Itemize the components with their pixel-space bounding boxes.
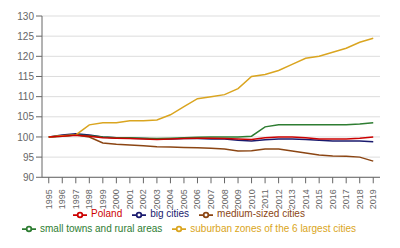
svg-text:2009: 2009 bbox=[233, 189, 243, 209]
svg-text:90: 90 bbox=[23, 172, 35, 183]
svg-text:1995: 1995 bbox=[44, 189, 54, 209]
html-text:big cities: big cities bbox=[150, 208, 190, 220]
svg-text:2018: 2018 bbox=[355, 189, 365, 209]
svg-text:2013: 2013 bbox=[287, 189, 297, 209]
svg-text:2012: 2012 bbox=[274, 189, 284, 209]
svg-text:2017: 2017 bbox=[341, 189, 351, 209]
svg-text:2010: 2010 bbox=[247, 189, 257, 209]
svg-text:1998: 1998 bbox=[84, 189, 94, 209]
svg-text:100: 100 bbox=[17, 132, 34, 143]
svg-text:115: 115 bbox=[18, 71, 34, 82]
html-text:Poland: Poland bbox=[91, 208, 123, 220]
svg-text:1996: 1996 bbox=[57, 189, 67, 209]
html-text:suburban zones of the 6 larges: suburban zones of the 6 largest cities bbox=[190, 222, 356, 234]
svg-text:2007: 2007 bbox=[206, 189, 216, 209]
svg-text:2004: 2004 bbox=[165, 189, 175, 209]
svg-text:130: 130 bbox=[17, 11, 34, 22]
svg-text:120: 120 bbox=[17, 51, 34, 62]
svg-text:1997: 1997 bbox=[71, 189, 81, 209]
svg-text:2003: 2003 bbox=[152, 189, 162, 209]
svg-text:105: 105 bbox=[17, 111, 34, 122]
svg-text:2006: 2006 bbox=[192, 189, 202, 209]
svg-text:2002: 2002 bbox=[138, 189, 148, 209]
svg-text:2005: 2005 bbox=[179, 189, 189, 209]
svg-text:2008: 2008 bbox=[220, 189, 230, 209]
svg-text:2001: 2001 bbox=[125, 189, 135, 209]
html-text:medium-sized cities: medium-sized cities bbox=[217, 208, 305, 220]
svg-text:2015: 2015 bbox=[314, 189, 324, 209]
svg-text:2011: 2011 bbox=[260, 189, 270, 208]
svg-text:95: 95 bbox=[23, 152, 35, 163]
svg-text:2000: 2000 bbox=[111, 189, 121, 209]
svg-text:1999: 1999 bbox=[98, 189, 108, 209]
html-text:small towns and rural areas: small towns and rural areas bbox=[40, 222, 163, 234]
svg-text:2014: 2014 bbox=[301, 189, 311, 209]
svg-text:125: 125 bbox=[17, 31, 34, 42]
svg-text:2016: 2016 bbox=[328, 189, 338, 209]
svg-text:110: 110 bbox=[18, 91, 34, 102]
svg-text:2019: 2019 bbox=[368, 189, 378, 209]
